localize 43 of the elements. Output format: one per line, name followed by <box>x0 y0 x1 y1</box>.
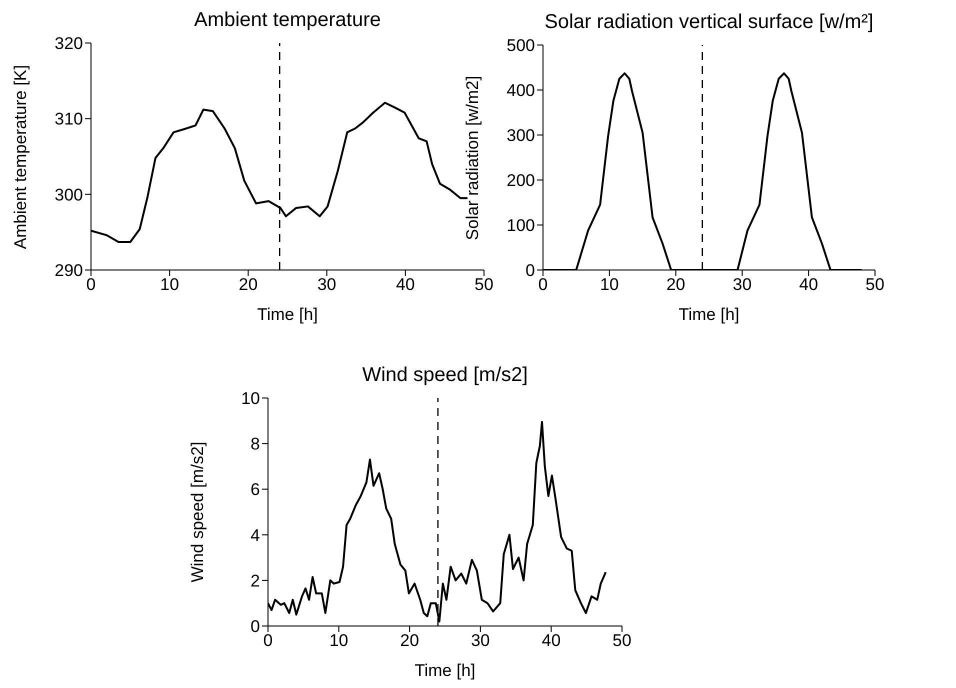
x-tick-label: 0 <box>263 631 273 650</box>
x-tick-label: 30 <box>470 631 490 650</box>
x-tick-label: 0 <box>86 275 96 294</box>
x-tick-label: 20 <box>666 275 686 294</box>
y-tick-label: 400 <box>506 81 535 100</box>
y-tick-label: 0 <box>526 261 535 280</box>
x-tick-label: 10 <box>160 275 180 294</box>
x-tick-label: 30 <box>732 275 752 294</box>
x-axis-title: Time [h] <box>414 661 476 680</box>
x-tick-label: 20 <box>238 275 258 294</box>
y-tick-label: 300 <box>506 126 535 146</box>
y-axis-title: Wind speed [m/s2] <box>188 442 207 582</box>
y-tick-label: 0 <box>250 617 260 636</box>
y-tick-label: 8 <box>250 434 260 454</box>
y-tick-label: 2 <box>250 571 260 590</box>
y-tick-label: 200 <box>506 171 535 190</box>
x-tick-label: 40 <box>799 275 818 294</box>
y-tick-label: 300 <box>54 185 83 204</box>
x-tick-label: 40 <box>396 275 415 294</box>
x-tick-label: 50 <box>866 275 884 294</box>
x-tick-label: 40 <box>542 631 561 650</box>
y-tick-label: 500 <box>506 36 535 56</box>
y-axis-title: Ambient temperature [K] <box>11 64 30 249</box>
x-tick-label: 50 <box>474 275 494 294</box>
y-tick-label: 10 <box>241 389 260 408</box>
x-tick-label: 10 <box>600 275 619 294</box>
y-tick-label: 6 <box>250 480 260 500</box>
x-tick-label: 20 <box>400 631 420 650</box>
x-axis-title: Time [h] <box>678 305 740 324</box>
y-tick-label: 320 <box>54 34 83 54</box>
y-tick-label: 4 <box>250 526 260 545</box>
x-tick-label: 0 <box>538 275 548 294</box>
x-tick-label: 10 <box>329 631 348 650</box>
x-tick-label: 30 <box>317 275 336 294</box>
chart-title: Ambient temperature <box>194 9 381 31</box>
y-tick-label: 100 <box>506 216 535 236</box>
y-axis-title: Solar radiation [w/m2] <box>463 75 482 240</box>
y-tick-label: 310 <box>54 110 83 129</box>
x-axis-title: Time [h] <box>257 305 318 324</box>
y-tick-label: 290 <box>54 261 83 280</box>
chart-title: Solar radiation vertical surface [w/m²] <box>544 11 874 33</box>
chart-title: Wind speed [m/s2] <box>362 364 528 386</box>
x-tick-label: 50 <box>612 631 632 650</box>
